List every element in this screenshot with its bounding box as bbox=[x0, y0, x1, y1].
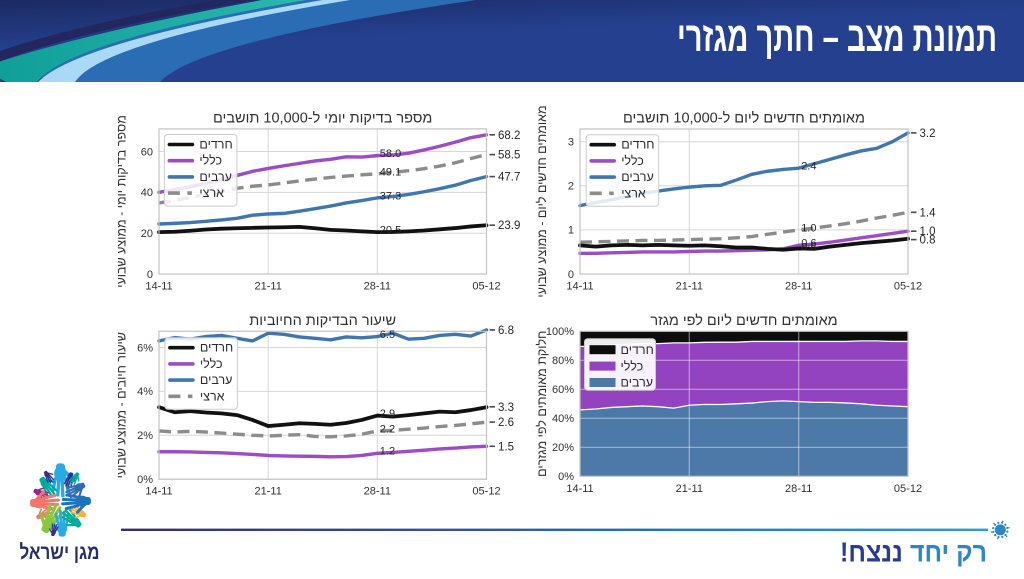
svg-text:2: 2 bbox=[568, 181, 574, 193]
svg-text:2%: 2% bbox=[137, 430, 153, 442]
svg-text:0.8: 0.8 bbox=[920, 235, 936, 247]
svg-text:מספר בדיקות יומי ל-10,000 תוש: מספר בדיקות יומי ל-10,000 תושבים bbox=[213, 109, 432, 126]
svg-text:80%: 80% bbox=[552, 355, 574, 367]
svg-text:מאומתים חדשים ליום - ממוצע שבו: מאומתים חדשים ליום - ממוצע שבועי bbox=[535, 105, 549, 297]
svg-text:05-12: 05-12 bbox=[472, 486, 500, 498]
svg-text:1.0: 1.0 bbox=[920, 226, 936, 238]
svg-text:68.2: 68.2 bbox=[498, 130, 520, 142]
svg-text:23.9: 23.9 bbox=[498, 220, 520, 232]
svg-text:05-12: 05-12 bbox=[894, 281, 922, 293]
svg-text:58.0: 58.0 bbox=[380, 148, 401, 160]
svg-text:כללי: כללי bbox=[200, 357, 223, 371]
svg-text:חרדים: חרדים bbox=[199, 138, 232, 152]
svg-text:100%: 100% bbox=[546, 326, 574, 338]
svg-text:21-11: 21-11 bbox=[255, 486, 282, 498]
svg-text:ערבים: ערבים bbox=[621, 376, 654, 390]
svg-text:05-12: 05-12 bbox=[472, 281, 500, 293]
svg-text:37.3: 37.3 bbox=[380, 190, 401, 202]
svg-text:28-11: 28-11 bbox=[785, 483, 812, 495]
svg-text:28-11: 28-11 bbox=[364, 486, 391, 498]
svg-text:ארצי: ארצי bbox=[621, 186, 646, 200]
svg-text:05-12: 05-12 bbox=[894, 483, 922, 495]
svg-text:מספר בדיקות יומי - ממוצע שבועי: מספר בדיקות יומי - ממוצע שבועי bbox=[115, 115, 129, 288]
svg-text:2.6: 2.6 bbox=[498, 417, 514, 429]
svg-text:ערבים: ערבים bbox=[200, 373, 233, 387]
svg-text:28-11: 28-11 bbox=[785, 281, 812, 293]
svg-text:20%: 20% bbox=[552, 442, 574, 454]
svg-text:6%: 6% bbox=[137, 342, 153, 354]
svg-text:מאומתים חדשים ליום ל-10,000 תו: מאומתים חדשים ליום ל-10,000 תושבים bbox=[623, 110, 865, 127]
svg-text:ערבים: ערבים bbox=[199, 170, 232, 184]
svg-text:14-11: 14-11 bbox=[566, 281, 593, 293]
svg-text:כללי: כללי bbox=[199, 154, 222, 168]
svg-text:28-11: 28-11 bbox=[364, 281, 391, 293]
svg-text:שיעור הבדיקות החיוביות: שיעור הבדיקות החיוביות bbox=[249, 313, 396, 329]
svg-text:21-11: 21-11 bbox=[676, 281, 703, 293]
svg-text:47.7: 47.7 bbox=[498, 172, 520, 184]
svg-text:1.5: 1.5 bbox=[498, 441, 514, 453]
svg-text:2.2: 2.2 bbox=[380, 423, 395, 435]
svg-text:60: 60 bbox=[141, 146, 153, 158]
svg-text:שיעור חיובים - ממוצע שבועי: שיעור חיובים - ממוצע שבועי bbox=[115, 332, 129, 478]
svg-text:כללי: כללי bbox=[621, 154, 644, 168]
svg-text:חלוקת מאומתים לפי מגזרים: חלוקת מאומתים לפי מגזרים bbox=[535, 331, 549, 477]
svg-text:ארצי: ארצי bbox=[199, 186, 224, 200]
svg-text:תמונת מצב – חתך מגזרי: תמונת מצב – חתך מגזרי bbox=[677, 13, 997, 60]
svg-text:0%: 0% bbox=[137, 474, 153, 486]
svg-text:20.5: 20.5 bbox=[380, 225, 401, 237]
svg-text:60%: 60% bbox=[552, 384, 574, 396]
svg-text:40: 40 bbox=[141, 187, 153, 199]
svg-text:ערבים: ערבים bbox=[621, 170, 654, 184]
svg-text:3: 3 bbox=[568, 137, 574, 149]
svg-text:40%: 40% bbox=[552, 413, 574, 425]
svg-text:21-11: 21-11 bbox=[676, 483, 703, 495]
svg-text:1: 1 bbox=[568, 225, 574, 237]
svg-text:חרדים: חרדים bbox=[200, 341, 233, 355]
svg-text:14-11: 14-11 bbox=[566, 483, 593, 495]
svg-text:1.4: 1.4 bbox=[920, 207, 937, 219]
svg-text:14-11: 14-11 bbox=[145, 486, 172, 498]
svg-text:1.0: 1.0 bbox=[801, 222, 816, 234]
svg-text:0: 0 bbox=[568, 269, 574, 281]
svg-text:חרדים: חרדים bbox=[621, 343, 654, 357]
svg-text:0%: 0% bbox=[558, 471, 574, 483]
svg-text:מאומתים חדשים ליום לפי מגזר: מאומתים חדשים ליום לפי מגזר bbox=[650, 312, 837, 329]
svg-text:3.3: 3.3 bbox=[498, 402, 514, 414]
svg-text:חרדים: חרדים bbox=[621, 138, 654, 152]
svg-text:6.5: 6.5 bbox=[380, 329, 395, 341]
svg-text:0: 0 bbox=[147, 269, 153, 281]
svg-text:49.1: 49.1 bbox=[380, 166, 401, 178]
svg-text:3.2: 3.2 bbox=[920, 128, 936, 140]
svg-text:0.6: 0.6 bbox=[801, 241, 816, 253]
svg-text:14-11: 14-11 bbox=[145, 281, 172, 293]
svg-text:4%: 4% bbox=[137, 386, 153, 398]
svg-text:ארצי: ארצי bbox=[200, 389, 225, 403]
svg-text:1.2: 1.2 bbox=[380, 445, 395, 457]
svg-text:רק יחד ננצח!: רק יחד ננצח! bbox=[840, 537, 987, 568]
svg-text:מגן ישראל: מגן ישראל bbox=[20, 541, 100, 564]
svg-text:2.9: 2.9 bbox=[380, 408, 395, 420]
svg-text:2.4: 2.4 bbox=[801, 161, 816, 173]
svg-text:כללי: כללי bbox=[621, 359, 644, 373]
svg-text:58.5: 58.5 bbox=[498, 150, 520, 162]
svg-text:20: 20 bbox=[141, 228, 153, 240]
svg-text:21-11: 21-11 bbox=[255, 281, 282, 293]
svg-text:0.6: 0.6 bbox=[801, 237, 816, 249]
svg-text:6.8: 6.8 bbox=[498, 325, 514, 337]
